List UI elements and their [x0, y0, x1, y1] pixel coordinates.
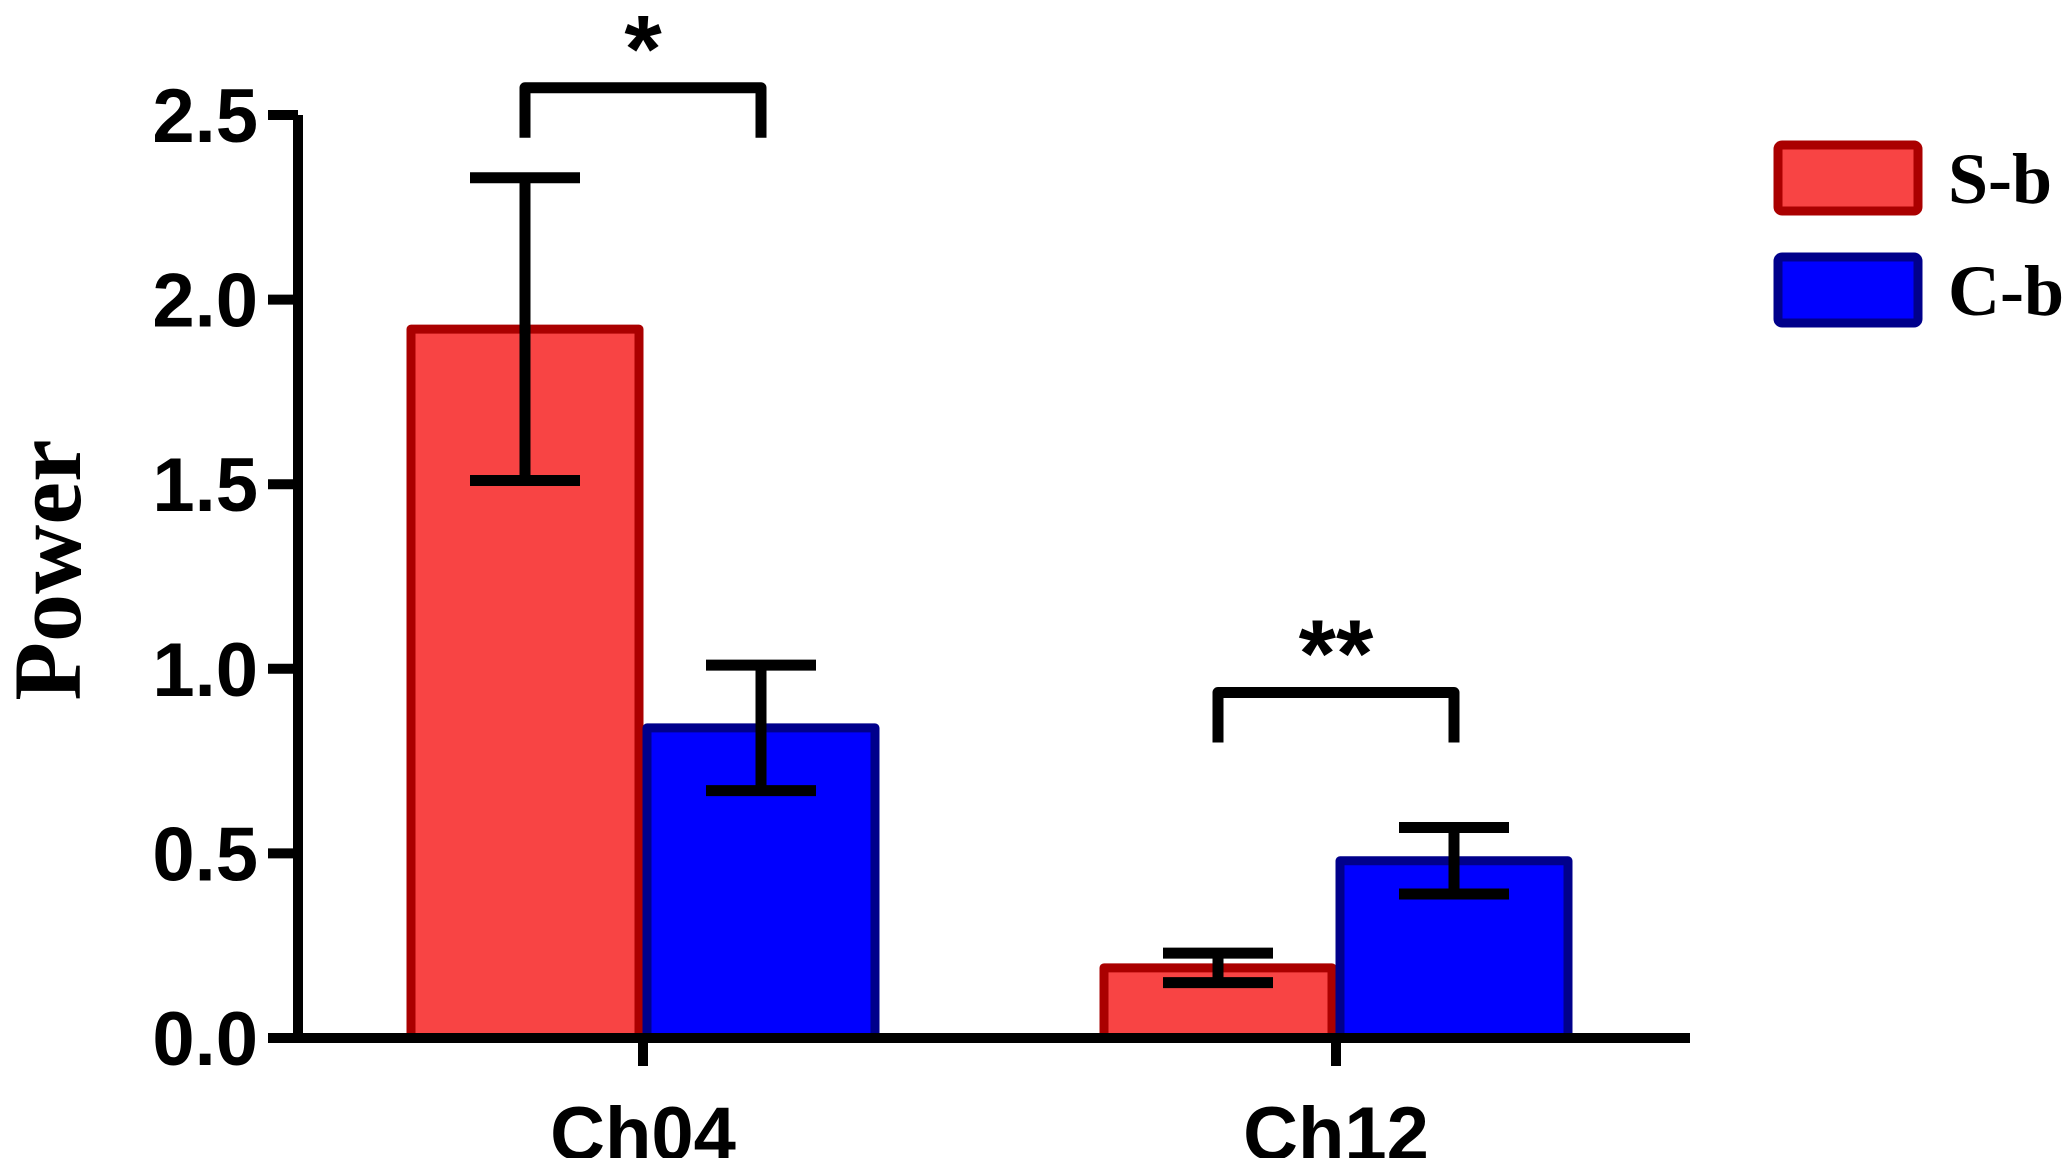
y-tick-label-1.5: 1.5 — [152, 443, 258, 528]
legend-swatch-s-b — [1773, 140, 1923, 216]
y-axis-title: Power — [0, 439, 101, 700]
significance-bracket-ch12 — [1212, 687, 1460, 743]
y-tick-label-0.5: 0.5 — [152, 812, 258, 897]
y-tick-label-2.0: 2.0 — [152, 259, 258, 344]
bar-c-b-ch12 — [1335, 856, 1573, 1043]
significance-bracket-ch04 — [519, 82, 767, 138]
y-tick-label-1.0: 1.0 — [152, 628, 258, 713]
legend-label-c-b: C-b — [1948, 251, 2064, 331]
legend-label-s-b: S-b — [1948, 139, 2052, 219]
x-tick-label-ch04: Ch04 — [550, 1092, 736, 1158]
significance-label-ch12: ** — [1299, 601, 1374, 708]
significance-label-ch04: * — [624, 0, 662, 103]
y-axis-title-group: Power — [0, 439, 101, 700]
legend-swatch-c-b — [1773, 252, 1923, 328]
y-tick-label-2.5: 2.5 — [152, 74, 258, 159]
y-tick-label-0.0: 0.0 — [152, 997, 258, 1082]
x-tick-label-ch12: Ch12 — [1243, 1092, 1429, 1158]
